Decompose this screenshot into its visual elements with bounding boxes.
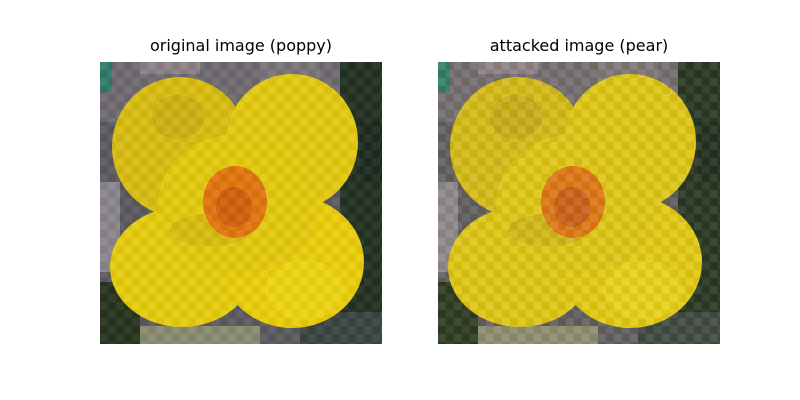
panel-title-original: original image (poppy) xyxy=(149,36,333,55)
flower-picture-original xyxy=(100,62,382,344)
flower-picture-attacked xyxy=(438,62,720,344)
attacked-image xyxy=(438,62,720,344)
original-image xyxy=(100,62,382,344)
panel-title-attacked: attacked image (pear) xyxy=(489,36,669,55)
